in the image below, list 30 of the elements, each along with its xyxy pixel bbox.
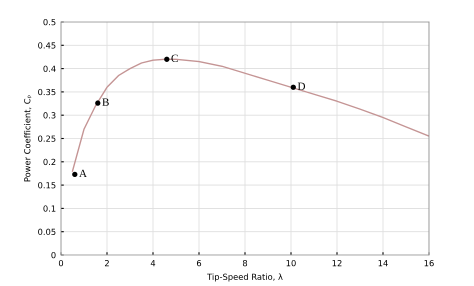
y-tick-label: 0.1 [43, 205, 56, 212]
x-tick-label: 0 [58, 260, 64, 266]
point [290, 84, 296, 90]
annotation: C [171, 54, 178, 62]
point [72, 172, 78, 178]
y-tick-label: 0.25 [38, 135, 56, 142]
y-tick-label: 0.35 [38, 88, 56, 96]
y-tick-label: 0.45 [38, 42, 56, 49]
y-tick-label: 0.5 [43, 18, 56, 26]
x-tick-label: 6 [196, 260, 202, 266]
y-tick-label: 0.3 [43, 112, 56, 118]
x-tick-label: 4 [150, 260, 156, 266]
y-tick-label: 0.2 [43, 158, 56, 166]
annotation: D [298, 82, 306, 90]
x-tick-label: 14 [378, 260, 388, 266]
x-tick-label: 12 [332, 260, 342, 266]
y-axis-title: Power Coefficient, Cₚ [24, 95, 32, 182]
point [164, 56, 170, 62]
point [95, 100, 100, 106]
annotation: B [102, 98, 109, 106]
x-tick-label: 16 [424, 260, 434, 266]
y-tick-label: 0.4 [43, 66, 56, 72]
annotation: A [79, 170, 87, 178]
x-tick-label: 8 [242, 260, 248, 266]
y-tick-label: 0 [51, 252, 56, 258]
y-tick-label: 0.15 [38, 182, 56, 188]
y-tick-label: 0.05 [38, 228, 56, 235]
x-tick-label: 2 [104, 260, 109, 266]
x-axis-title: Tip-Speed Ratio, λ [207, 273, 283, 282]
x-tick-label: 10 [286, 260, 296, 266]
